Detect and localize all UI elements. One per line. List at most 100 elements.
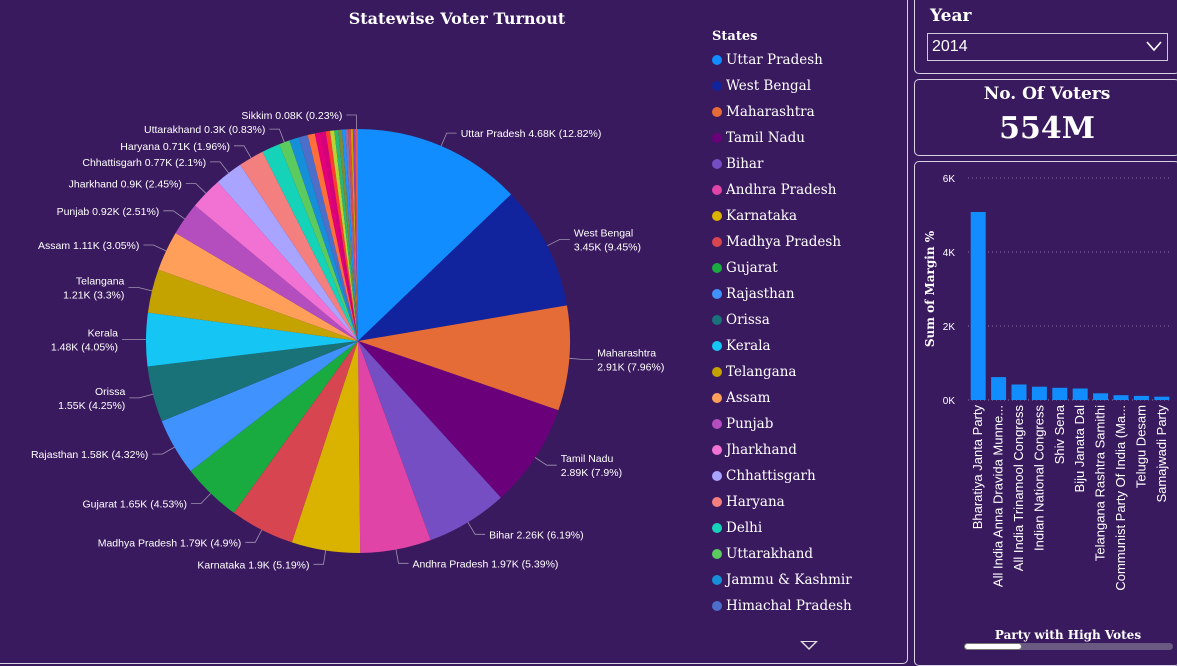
legend-item[interactable]: Himachal Pradesh bbox=[712, 593, 852, 619]
pie-slice[interactable] bbox=[175, 205, 358, 341]
pie-slice[interactable] bbox=[358, 341, 559, 498]
legend-item[interactable]: Haryana bbox=[712, 489, 852, 515]
pie-slice[interactable] bbox=[158, 233, 358, 341]
pie-slice[interactable] bbox=[161, 341, 358, 472]
pie-slice[interactable] bbox=[348, 129, 358, 341]
legend-item[interactable]: Jammu & Kashmir bbox=[712, 567, 852, 593]
legend-item-label: Punjab bbox=[726, 416, 774, 432]
pie-slice[interactable] bbox=[147, 341, 358, 422]
bar-chart[interactable]: 0K 2K 4K 6K Bharatiya Janta Party All India A… bbox=[914, 161, 1177, 657]
legend-item-label: Jharkhand bbox=[726, 442, 797, 458]
pie-slice[interactable] bbox=[341, 129, 358, 341]
legend-scroll-down-icon[interactable] bbox=[800, 641, 818, 650]
legend-item[interactable]: Jharkhand bbox=[712, 437, 852, 463]
bar[interactable] bbox=[1133, 395, 1149, 400]
pie-slice[interactable] bbox=[358, 129, 512, 341]
legend-item[interactable]: Kerala bbox=[712, 333, 852, 359]
bar-chart-scrollbar[interactable] bbox=[964, 643, 1173, 650]
pie-data-label: Uttarakhand 0.3K (0.83%) bbox=[144, 124, 285, 143]
legend-item[interactable]: Uttar Pradesh bbox=[712, 47, 852, 73]
x-tick-label: Shiv Sena bbox=[1052, 404, 1067, 464]
legend-item[interactable]: Maharashtra bbox=[712, 99, 852, 125]
pie-data-label: West Bengal 3.45K (9.45%) bbox=[547, 227, 641, 253]
bar[interactable] bbox=[1052, 387, 1068, 400]
legend-item[interactable]: West Bengal bbox=[712, 73, 852, 99]
bar[interactable] bbox=[1011, 384, 1027, 401]
pie-slice[interactable] bbox=[291, 341, 361, 554]
pie-data-label-text: 3.45K (9.45%) bbox=[574, 241, 641, 253]
pie-slice[interactable] bbox=[279, 140, 358, 341]
chart-title: Statewise Voter Turnout bbox=[348, 9, 566, 28]
pie-data-label-text: Assam 1.11K (3.05%) bbox=[38, 240, 139, 252]
legend-item[interactable]: Chhattisgarh bbox=[712, 463, 852, 489]
legend-item[interactable]: Tamil Nadu bbox=[712, 125, 852, 151]
legend-item-label: Tamil Nadu bbox=[726, 130, 805, 146]
pie-chart[interactable]: Uttar Pradesh 4.68K (12.82%) West Bengal 3… bbox=[0, 0, 700, 657]
bar[interactable] bbox=[1113, 395, 1129, 400]
pie-slice[interactable] bbox=[320, 131, 358, 341]
voters-card bbox=[914, 79, 1177, 156]
pie-data-label: Tamil Nadu 2.89K (7.9%) bbox=[534, 453, 622, 479]
bar[interactable] bbox=[991, 377, 1007, 400]
legend-item[interactable]: Delhi bbox=[712, 515, 852, 541]
bar[interactable] bbox=[970, 212, 986, 400]
legend-item-label: Gujarat bbox=[726, 260, 778, 276]
bar[interactable] bbox=[1154, 396, 1170, 400]
pie-slice[interactable] bbox=[147, 269, 358, 341]
legend-item[interactable]: Bihar bbox=[712, 151, 852, 177]
pie-slice[interactable] bbox=[190, 341, 358, 513]
y-tick-label: 6K bbox=[943, 174, 956, 185]
pie-slice[interactable] bbox=[355, 129, 358, 341]
pie-slice[interactable] bbox=[350, 129, 358, 341]
pie-slice[interactable] bbox=[262, 144, 359, 341]
legend-marker bbox=[712, 367, 722, 377]
pie-slice[interactable] bbox=[325, 130, 358, 341]
bar[interactable] bbox=[1093, 393, 1109, 400]
pie-slice[interactable] bbox=[217, 164, 358, 341]
legend-marker bbox=[712, 601, 722, 611]
pie-slice[interactable] bbox=[240, 151, 358, 341]
y-tick-label: 0K bbox=[943, 396, 956, 407]
year-dropdown-value: 2014 bbox=[932, 38, 968, 55]
pie-slice[interactable] bbox=[194, 181, 358, 341]
legend-item[interactable]: Assam bbox=[712, 385, 852, 411]
pie-data-label-text: Punjab 0.92K (2.51%) bbox=[57, 206, 160, 218]
bar[interactable] bbox=[1031, 386, 1047, 400]
pie-slice[interactable] bbox=[358, 194, 567, 341]
pie-data-label: Madhya Pradesh 1.79K (4.9%) bbox=[98, 529, 263, 549]
pie-slice[interactable] bbox=[314, 132, 358, 341]
legend-marker bbox=[712, 315, 722, 325]
legend-item[interactable]: Uttarakhand bbox=[712, 541, 852, 567]
legend-item-label: Assam bbox=[726, 390, 771, 406]
pie-slice[interactable] bbox=[345, 129, 358, 341]
y-tick-label: 4K bbox=[943, 248, 956, 259]
pie-slice[interactable] bbox=[145, 312, 358, 367]
pie-slice[interactable] bbox=[307, 133, 358, 341]
pie-slice[interactable] bbox=[358, 341, 431, 553]
x-axis-title: Party with High Votes bbox=[995, 628, 1141, 642]
pie-slice[interactable] bbox=[338, 129, 358, 341]
legend-item[interactable]: Rajasthan bbox=[712, 281, 852, 307]
year-filter-title: Year bbox=[930, 6, 972, 26]
pie-slice[interactable] bbox=[358, 341, 501, 541]
legend-item-label: Uttarakhand bbox=[726, 546, 814, 562]
legend-item[interactable]: Gujarat bbox=[712, 255, 852, 281]
legend-item[interactable]: Telangana bbox=[712, 359, 852, 385]
pie-slice[interactable] bbox=[233, 341, 358, 543]
pie-slice[interactable] bbox=[329, 130, 358, 341]
legend-item[interactable]: Karnataka bbox=[712, 203, 852, 229]
legend-item[interactable]: Madhya Pradesh bbox=[712, 229, 852, 255]
bar[interactable] bbox=[1072, 388, 1088, 401]
legend-item[interactable]: Punjab bbox=[712, 411, 852, 437]
pie-slice[interactable] bbox=[298, 135, 358, 341]
pie-data-label-text: Bihar 2.26K (6.19%) bbox=[489, 529, 584, 541]
bar-chart-scrollbar-thumb[interactable] bbox=[964, 643, 1022, 650]
pie-slice[interactable] bbox=[289, 137, 358, 341]
pie-slice[interactable] bbox=[352, 129, 358, 341]
year-dropdown[interactable]: 2014 bbox=[927, 33, 1168, 61]
pie-data-label-text: 1.21K (3.3%) bbox=[63, 290, 124, 302]
legend-item[interactable]: Orissa bbox=[712, 307, 852, 333]
legend-item[interactable]: Andhra Pradesh bbox=[712, 177, 852, 203]
pie-slice[interactable] bbox=[358, 305, 570, 411]
pie-slice[interactable] bbox=[334, 129, 358, 341]
